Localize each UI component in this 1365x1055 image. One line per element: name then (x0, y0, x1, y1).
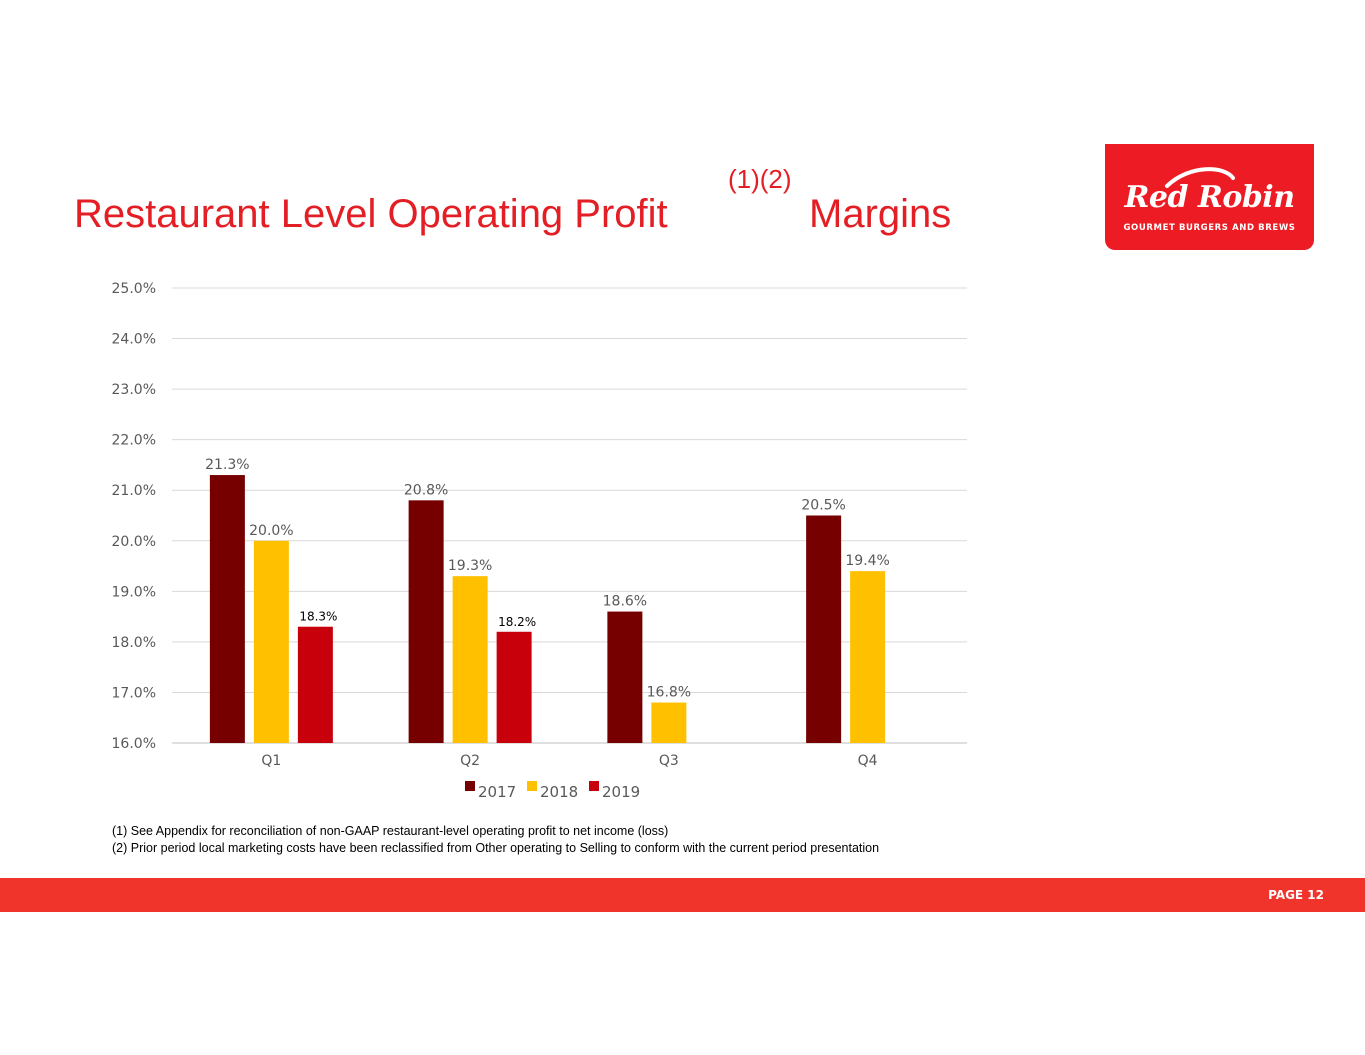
data-label: 16.8% (647, 685, 691, 701)
logo-brand: Red Robin (1124, 180, 1295, 215)
logo-swoosh-icon (1165, 167, 1235, 188)
bar-2019-Q1 (297, 626, 333, 743)
y-tick-label: 24.0% (112, 332, 156, 348)
y-tick-label: 25.0% (112, 281, 156, 297)
slide-title-superscript: (1)(2) (728, 164, 792, 194)
footnotes: (1) See Appendix for reconciliation of n… (112, 823, 879, 857)
y-tick-label: 23.0% (112, 382, 156, 398)
y-tick-label: 16.0% (112, 736, 156, 752)
y-tick-label: 20.0% (112, 534, 156, 550)
footer-bar: PAGE 12 (0, 878, 1365, 912)
data-label: 20.8% (404, 482, 448, 498)
slide-title-text: Restaurant Level Operating Profit (74, 192, 668, 236)
bar-2017-Q1 (209, 475, 245, 743)
bar-2018-Q1 (253, 540, 289, 743)
data-label: 18.3% (299, 610, 337, 624)
logo-tagline: GOURMET BURGERS AND BREWS (1123, 223, 1296, 233)
bar-2018-Q4 (850, 571, 886, 743)
bar-2018-Q3 (651, 702, 687, 743)
y-tick-label: 21.0% (112, 483, 156, 499)
page-number: PAGE 12 (1268, 888, 1324, 902)
y-tick-label: 17.0% (112, 685, 156, 701)
y-tick-label: 18.0% (112, 635, 156, 651)
bar-2017-Q3 (607, 611, 643, 743)
data-label: 21.3% (205, 457, 249, 473)
legend-label-2017: 2017 (478, 783, 516, 801)
bar-2017-Q4 (806, 515, 842, 743)
data-label: 18.2% (498, 615, 536, 629)
y-tick-label: 22.0% (112, 433, 156, 449)
legend-label-2018: 2018 (540, 783, 578, 801)
data-label: 18.6% (603, 594, 647, 610)
data-label: 19.3% (448, 558, 492, 574)
x-tick-label: Q2 (460, 753, 480, 769)
red-robin-logo: Red Robin GOURMET BURGERS AND BREWS (1105, 144, 1314, 250)
x-tick-label: Q3 (659, 753, 679, 769)
footnote-1: (1) See Appendix for reconciliation of n… (112, 824, 669, 838)
x-tick-label: Q1 (261, 753, 281, 769)
legend-label-2019: 2019 (602, 783, 640, 801)
bar-2017-Q2 (408, 500, 444, 743)
x-tick-label: Q4 (858, 753, 878, 769)
data-label: 20.0% (249, 523, 293, 539)
slide-title-suffix: Margins (809, 192, 952, 236)
legend-swatch-2019 (589, 781, 599, 791)
y-tick-label: 19.0% (112, 584, 156, 600)
slide-title: Restaurant Level Operating Profit (1)(2)… (74, 164, 951, 236)
data-label: 20.5% (801, 498, 845, 514)
margins-bar-chart: 16.0% 17.0% 18.0% 19.0% 20.0% 21.0% 22.0% 23.0%… (112, 281, 967, 801)
bar-2019-Q2 (496, 631, 532, 743)
legend-swatch-2018 (527, 781, 537, 791)
footnote-2: (2) Prior period local marketing costs h… (112, 841, 880, 855)
bar-2018-Q2 (452, 576, 488, 743)
data-label: 19.4% (845, 553, 889, 569)
legend-swatch-2017 (465, 781, 475, 791)
